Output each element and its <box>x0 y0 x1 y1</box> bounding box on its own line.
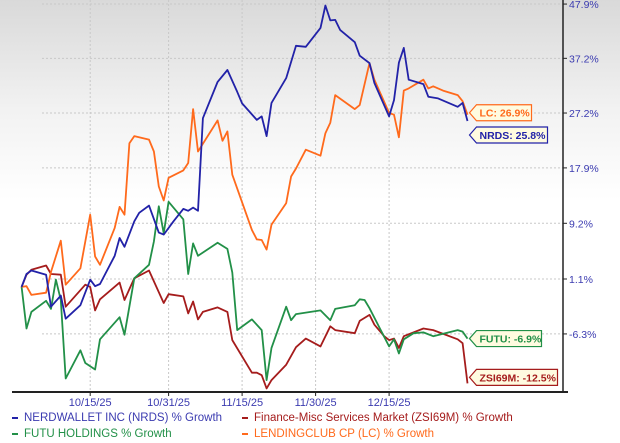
callout-label: NRDS: 25.8% <box>480 130 547 142</box>
axes: 47.9% 37.2% 27.2% 17.9% 9.2% 1.1% -6.3% 10/15/2… <box>12 0 599 409</box>
callout-zsi69m: ZSI69M: -12.5% <box>468 368 559 387</box>
legend-swatch-zsi69m <box>242 417 248 419</box>
x-tick-label: 11/15/25 <box>221 397 263 409</box>
legend-item-lc[interactable]: LENDINGCLUB CP (LC) % Growth <box>242 427 434 441</box>
legend-swatch-lc <box>242 433 248 435</box>
gridlines <box>42 0 563 392</box>
callout-box <box>468 329 543 348</box>
x-tick-label: 10/31/25 <box>147 397 190 409</box>
legend-swatch-futu <box>12 433 18 435</box>
legend-label: NERDWALLET INC (NRDS) % Growth <box>24 412 223 424</box>
callout-box <box>468 104 533 122</box>
series-line-nrds <box>20 4 469 320</box>
callout-lc: LC: 26.9% <box>468 104 533 122</box>
y-tick-label: -6.3% <box>569 329 596 341</box>
series-line-zsi69m <box>20 264 469 390</box>
legend-item-futu[interactable]: FUTU HOLDINGS % Growth <box>12 427 172 441</box>
x-tick-label: 12/15/25 <box>368 397 411 409</box>
legend-swatch-nrds <box>12 417 18 419</box>
legend-label: FUTU HOLDINGS % Growth <box>24 428 172 440</box>
callout-label: FUTU: -6.9% <box>480 334 543 346</box>
callout-box <box>468 126 549 144</box>
legend-label: LENDINGCLUB CP (LC) % Growth <box>254 428 434 440</box>
x-tick-label: 10/15/25 <box>69 397 112 409</box>
series-line-lc <box>21 62 469 296</box>
callout-nrds: NRDS: 25.8% <box>468 126 549 144</box>
y-tick-label: 17.9% <box>569 163 599 175</box>
y-tick-label: 9.2% <box>569 218 593 230</box>
callout-label: LC: 26.9% <box>480 108 531 120</box>
series-lines <box>20 4 469 390</box>
callout-label: ZSI69M: -12.5% <box>480 372 557 384</box>
y-tick-label: 1.1% <box>569 274 593 286</box>
callout-box <box>468 368 559 387</box>
legend-item-zsi69m[interactable]: Finance-Misc Services Market (ZSI69M) % … <box>242 411 513 425</box>
y-tick-label: 37.2% <box>569 53 599 65</box>
legend-label: Finance-Misc Services Market (ZSI69M) % … <box>254 412 513 424</box>
y-tick-label: 47.9% <box>569 0 599 11</box>
y-tick-label: 27.2% <box>569 108 599 120</box>
callout-futu: FUTU: -6.9% <box>468 329 543 348</box>
end-value-callouts: LC: 26.9% NRDS: 25.8% FUTU: -6.9% ZSI69M: -… <box>468 104 559 387</box>
x-tick-label: 11/30/25 <box>295 397 337 409</box>
legend-item-nrds[interactable]: NERDWALLET INC (NRDS) % Growth <box>12 411 222 425</box>
series-line-futu <box>20 200 469 381</box>
